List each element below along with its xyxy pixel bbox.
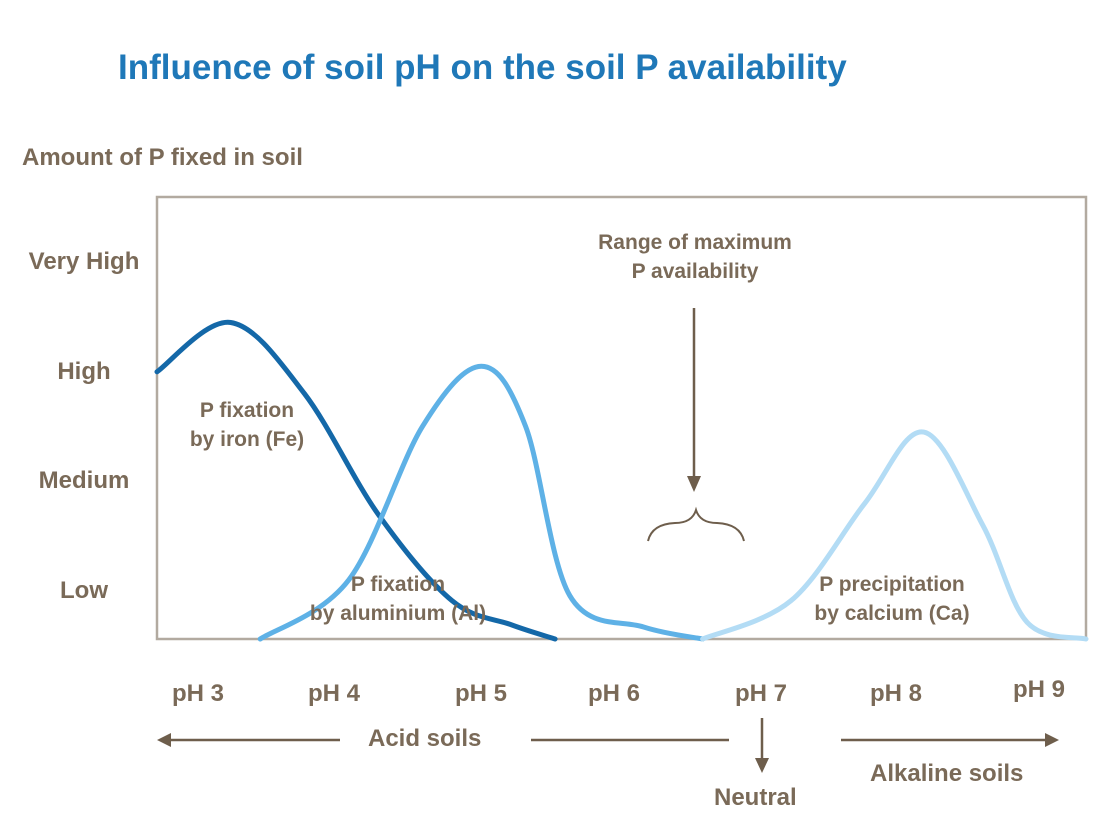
y-tick-low: Low [60, 577, 108, 604]
y-tick-high: High [57, 358, 111, 385]
max-availability-arrow [687, 308, 701, 492]
iron-label-line-2: by iron (Fe) [189, 428, 305, 451]
acid-arrow [157, 733, 729, 747]
acid-soils-label: Acid soils [368, 725, 482, 752]
chart-title: Influence of soil pH on the soil P avail… [118, 48, 847, 87]
series-line-aluminium [257, 363, 706, 642]
max-availability-line-2: P availability [631, 260, 759, 283]
max-availability-label: Range of maximum P availability [580, 228, 810, 286]
iron-label-line-1: P fixation [199, 399, 295, 422]
neutral-label: Neutral [714, 784, 797, 811]
aluminium-label-line-1: P fixation [350, 573, 446, 596]
x-tick-ph7: pH 7 [734, 680, 787, 707]
series-label-aluminium: P fixation by aluminium (Al) [288, 570, 508, 628]
calcium-label-line-1: P precipitation [819, 573, 965, 596]
x-tick-ph6: pH 6 [587, 680, 640, 707]
neutral-arrow [755, 718, 769, 773]
series-line-iron [154, 319, 558, 642]
aluminium-label-line-2: by aluminium (Al) [309, 602, 487, 625]
x-tick-ph9: pH 9 [1012, 676, 1065, 703]
x-tick-ph3: pH 3 [171, 680, 224, 707]
x-tick-ph8: pH 8 [869, 680, 922, 707]
series-layer [154, 319, 1089, 642]
x-tick-ph4: pH 4 [307, 680, 360, 707]
series-label-iron: P fixation by iron (Fe) [152, 396, 342, 454]
max-availability-line-1: Range of maximum [598, 231, 792, 254]
alkaline-soils-label: Alkaline soils [870, 760, 1024, 787]
alkaline-arrow [841, 733, 1059, 747]
y-tick-very-high: Very High [28, 248, 140, 275]
series-label-calcium: P precipitation by calcium (Ca) [782, 570, 1002, 628]
x-tick-ph5: pH 5 [454, 680, 507, 707]
y-axis-label: Amount of P fixed in soil [22, 144, 303, 171]
availability-brace [647, 506, 745, 542]
plot-frame [155, 195, 1088, 641]
series-line-calcium [700, 429, 1089, 642]
calcium-label-line-2: by calcium (Ca) [814, 602, 970, 625]
y-tick-medium: Medium [38, 467, 130, 494]
